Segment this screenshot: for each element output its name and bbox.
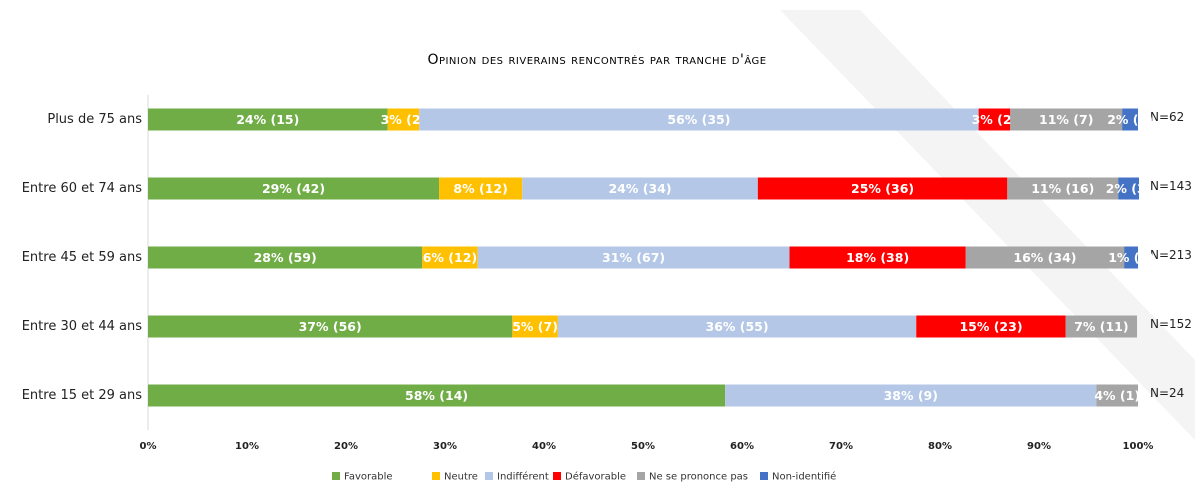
bar-segment xyxy=(148,246,423,269)
watermark xyxy=(780,10,1195,440)
x-tick-label: 30% xyxy=(433,441,457,452)
data-label: 25% (36) xyxy=(851,181,914,196)
category-label: Entre 45 et 59 ans xyxy=(22,250,143,265)
bar-segment xyxy=(725,384,1097,407)
data-label: 4% (1) xyxy=(1094,388,1140,403)
legend-swatch xyxy=(432,472,440,480)
n-label: N=24 xyxy=(1150,386,1184,400)
legend-swatch xyxy=(760,472,768,480)
bar-segment xyxy=(387,108,420,131)
data-label: 16% (34) xyxy=(1013,250,1076,265)
data-label: 31% (67) xyxy=(602,250,665,265)
data-label: 56% (35) xyxy=(667,112,730,127)
bar-segment xyxy=(1124,246,1138,269)
bar-segment xyxy=(965,246,1125,269)
category-label: Entre 60 et 74 ans xyxy=(22,181,143,196)
legend-swatch xyxy=(553,472,561,480)
data-label: 24% (34) xyxy=(608,181,671,196)
bar-segment xyxy=(419,108,979,131)
n-label: N=213 xyxy=(1150,248,1192,262)
data-label: 6% (12) xyxy=(423,250,477,265)
bar-segment xyxy=(916,315,1066,338)
bar-segment xyxy=(522,177,758,200)
legend-label: Favorable xyxy=(344,472,393,483)
data-label: 15% (23) xyxy=(959,319,1022,334)
bar-segment xyxy=(1122,108,1138,131)
bar-segment xyxy=(1010,108,1123,131)
bar-segment xyxy=(1118,177,1139,200)
data-label: 2% (3) xyxy=(1106,181,1152,196)
data-label: 5% (7) xyxy=(512,319,558,334)
bar-segment xyxy=(439,177,523,200)
category-label: Plus de 75 ans xyxy=(47,112,142,127)
bar-segment xyxy=(512,315,558,338)
bar-segment xyxy=(557,315,917,338)
bar-segment xyxy=(477,246,790,269)
x-tick-label: 10% xyxy=(235,441,259,452)
data-label: 29% (42) xyxy=(262,181,325,196)
bar-segment xyxy=(1096,384,1138,407)
bar-segment xyxy=(422,246,478,269)
x-tick-label: 40% xyxy=(532,441,556,452)
legend-swatch xyxy=(485,472,493,480)
data-label: 1% (3) xyxy=(1108,250,1154,265)
data-label: 58% (14) xyxy=(405,388,468,403)
bar-segment xyxy=(148,177,440,200)
n-label: N=62 xyxy=(1150,110,1184,124)
legend-label: Défavorable xyxy=(565,471,626,483)
data-label: 8% (12) xyxy=(453,181,507,196)
x-tick-label: 50% xyxy=(631,441,655,452)
legend-label: Non-identifié xyxy=(772,471,836,483)
n-label: N=143 xyxy=(1150,179,1192,193)
bar-segment xyxy=(148,384,726,407)
data-label: 18% (38) xyxy=(846,250,909,265)
data-label: 36% (55) xyxy=(706,319,769,334)
bar-segment xyxy=(789,246,966,269)
bar-segment xyxy=(148,108,388,131)
category-label: Entre 15 et 29 ans xyxy=(22,388,143,403)
n-label: N=152 xyxy=(1150,317,1192,331)
x-tick-label: 60% xyxy=(730,441,754,452)
data-label: 11% (7) xyxy=(1039,112,1093,127)
x-tick-label: 90% xyxy=(1027,441,1051,452)
data-label: 3% (2) xyxy=(381,112,427,127)
category-label: Entre 30 et 44 ans xyxy=(22,319,143,334)
x-tick-label: 0% xyxy=(140,441,157,452)
data-label: 7% (11) xyxy=(1074,319,1128,334)
x-tick-label: 80% xyxy=(928,441,952,452)
data-label: 11% (16) xyxy=(1031,181,1094,196)
data-label: 38% (9) xyxy=(884,388,938,403)
data-label: 28% (59) xyxy=(254,250,317,265)
legend-swatch xyxy=(637,472,645,480)
x-tick-label: 70% xyxy=(829,441,853,452)
bar-segment xyxy=(1007,177,1119,200)
legend-label: Ne se prononce pas xyxy=(649,472,748,483)
x-tick-label: 100% xyxy=(1123,441,1154,452)
legend-swatch xyxy=(332,472,340,480)
x-tick-label: 20% xyxy=(334,441,358,452)
legend-label: Indifférent xyxy=(497,471,549,483)
bar-segment xyxy=(148,315,513,338)
data-label: 3% (2) xyxy=(972,112,1018,127)
data-label: 37% (56) xyxy=(299,319,362,334)
bar-segment xyxy=(757,177,1008,200)
data-label: 24% (15) xyxy=(236,112,299,127)
legend-label: Neutre xyxy=(444,472,478,483)
data-label: 2% (1) xyxy=(1107,112,1153,127)
bar-segment xyxy=(978,108,1011,131)
chart-title: Opinion des riverains rencontrés par tra… xyxy=(427,52,766,68)
bar-segment xyxy=(1065,315,1138,338)
